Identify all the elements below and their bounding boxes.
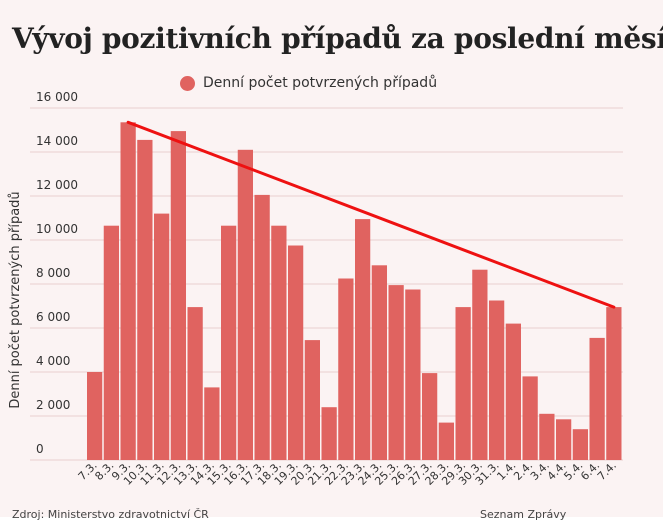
bar[interactable] xyxy=(455,307,471,460)
bar[interactable] xyxy=(120,122,136,461)
legend[interactable]: Denní počet potvrzených případů xyxy=(180,73,437,93)
bar[interactable] xyxy=(422,373,438,460)
bar[interactable] xyxy=(405,289,421,461)
bar[interactable] xyxy=(288,245,304,461)
bar[interactable] xyxy=(472,269,488,460)
bar[interactable] xyxy=(254,194,270,460)
bar[interactable] xyxy=(304,340,320,460)
chart-title: Vývoj pozitivních případů za poslední mě… xyxy=(12,22,663,55)
y-tick-label: 12 000 xyxy=(36,178,78,192)
y-tick-label: 2 000 xyxy=(36,398,70,412)
y-tick-label: 4 000 xyxy=(36,354,70,368)
bar[interactable] xyxy=(355,219,371,460)
bar[interactable] xyxy=(388,285,404,460)
bar[interactable] xyxy=(438,422,454,460)
bar[interactable] xyxy=(187,307,203,460)
legend-label: Denní počet potvrzených případů xyxy=(203,75,438,91)
bar[interactable] xyxy=(237,149,253,461)
bar[interactable] xyxy=(589,337,605,460)
y-tick-label: 14 000 xyxy=(36,134,78,148)
bar[interactable] xyxy=(271,225,287,460)
bar[interactable] xyxy=(556,419,572,460)
bar[interactable] xyxy=(170,131,186,460)
publisher-name: Seznam Zprávy xyxy=(480,508,567,521)
bar[interactable] xyxy=(572,429,588,460)
trend-line xyxy=(126,120,616,309)
bar[interactable] xyxy=(539,413,555,460)
x-tick-label: 7.4. xyxy=(595,459,619,483)
bar[interactable] xyxy=(103,225,119,460)
bar[interactable] xyxy=(522,376,538,460)
bar[interactable] xyxy=(137,139,153,460)
y-tick-label: 6 000 xyxy=(36,310,70,324)
legend-swatch xyxy=(180,75,195,91)
bar[interactable] xyxy=(204,387,220,460)
bar[interactable] xyxy=(606,307,622,460)
bar[interactable] xyxy=(338,278,354,461)
bar[interactable] xyxy=(505,323,521,460)
y-tick-label: 10 000 xyxy=(36,222,78,236)
bar[interactable] xyxy=(154,213,170,460)
y-tick-label: 16 000 xyxy=(36,90,78,104)
bar[interactable] xyxy=(87,372,103,460)
y-tick-label: 0 xyxy=(36,442,44,456)
bar[interactable] xyxy=(489,300,505,461)
bar[interactable] xyxy=(371,265,387,460)
bar[interactable] xyxy=(221,225,237,460)
bar[interactable] xyxy=(321,407,337,460)
source-note: Zdroj: Ministerstvo zdravotnictví ČR xyxy=(12,508,209,521)
y-tick-label: 8 000 xyxy=(36,266,70,280)
